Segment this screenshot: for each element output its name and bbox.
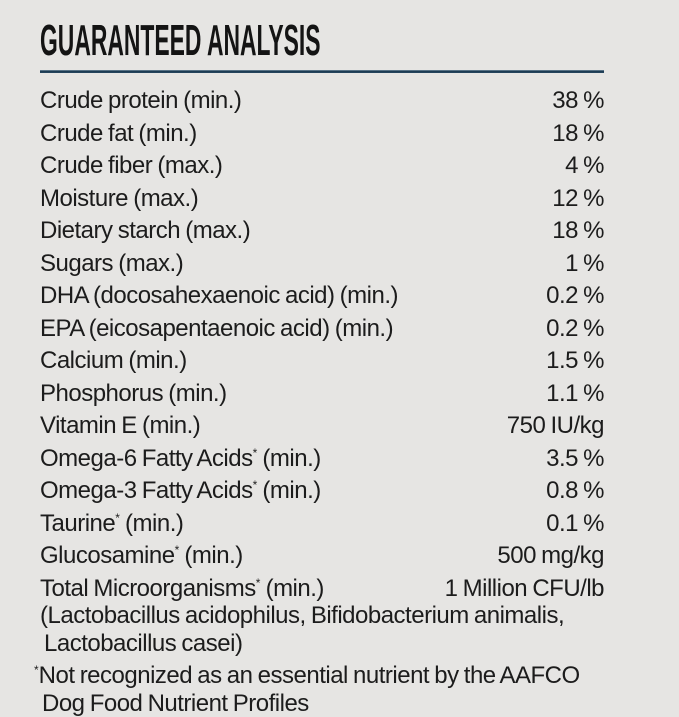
analysis-row: Taurine* (min.) 0.1 % <box>40 505 604 538</box>
analysis-row: Phosphorus (min.) 1.1 % <box>40 375 604 408</box>
nutrient-value: 3.5 % <box>534 445 604 473</box>
nutrient-name: Moisture <box>40 185 128 212</box>
analysis-row: Moisture (max.) 12 % <box>40 180 604 213</box>
nutrient-qualifier: (max.) <box>180 217 250 244</box>
nutrient-qualifier: (min.) <box>163 380 227 407</box>
nutrient-qualifier: (min.) <box>330 315 394 342</box>
nutrient-name: Vitamin E <box>40 412 137 439</box>
nutrient-label: Total Microorganisms* (min.) <box>40 570 324 603</box>
aafco-footnote: *Not recognized as an essential nutrient… <box>40 657 604 717</box>
nutrient-label: Crude fiber (max.) <box>40 147 222 180</box>
nutrient-label: Glucosamine* (min.) <box>40 537 243 570</box>
nutrient-name: Omega-3 Fatty Acids <box>40 477 253 504</box>
nutrient-qualifier: (max.) <box>152 152 222 179</box>
nutrient-qualifier: (min.) <box>260 575 324 602</box>
nutrient-name: Crude fat <box>40 120 133 147</box>
microorganisms-note-line-1: (Lactobacillus acidophilus, Bifidobacter… <box>40 602 604 630</box>
nutrient-qualifier: (min.) <box>123 347 187 374</box>
nutrient-value: 0.8 % <box>534 477 604 505</box>
analysis-row: Omega-3 Fatty Acids* (min.) 0.8 % <box>40 472 604 505</box>
nutrient-value: 1.5 % <box>534 347 604 375</box>
nutrient-value: 750 IU/kg <box>495 412 604 440</box>
nutrient-value: 1.1 % <box>534 380 604 408</box>
nutrient-label: Crude protein (min.) <box>40 82 241 115</box>
nutrient-name: EPA (eicosapentaenoic acid) <box>40 315 330 342</box>
nutrient-value: 38 % <box>540 87 604 115</box>
nutrient-label: DHA (docosahexaenoic acid) (min.) <box>40 277 398 310</box>
analysis-row: DHA (docosahexaenoic acid) (min.) 0.2 % <box>40 277 604 310</box>
nutrient-qualifier: (min.) <box>257 477 321 504</box>
aafco-footnote-line-2: Dog Food Nutrient Profiles <box>42 690 604 717</box>
analysis-row: Crude protein (min.) 38 % <box>40 82 604 115</box>
nutrient-qualifier: (max.) <box>113 250 183 277</box>
nutrient-value: 1 % <box>553 250 604 278</box>
nutrient-qualifier: (min.) <box>179 542 243 569</box>
analysis-row: Omega-6 Fatty Acids* (min.) 3.5 % <box>40 440 604 473</box>
nutrient-label: Sugars (max.) <box>40 245 183 278</box>
nutrient-value: 500 mg/kg <box>485 542 604 570</box>
nutrient-name: Phosphorus <box>40 380 163 407</box>
nutrient-qualifier: (min.) <box>178 87 242 114</box>
nutrient-value: 18 % <box>540 120 604 148</box>
nutrient-label: Vitamin E (min.) <box>40 407 200 440</box>
nutrient-qualifier: (min.) <box>120 510 184 537</box>
nutrient-value: 12 % <box>540 185 604 213</box>
nutrient-name: Calcium <box>40 347 123 374</box>
nutrient-name: DHA (docosahexaenoic acid) <box>40 282 335 309</box>
analysis-row: Calcium (min.) 1.5 % <box>40 342 604 375</box>
nutrient-name: Dietary starch <box>40 217 180 244</box>
nutrient-name: Crude protein <box>40 87 178 114</box>
nutrient-value: 1 Million CFU/lb <box>433 575 604 603</box>
nutrient-value: 0.1 % <box>534 510 604 538</box>
nutrient-qualifier: (min.) <box>335 282 399 309</box>
nutrient-label: Dietary starch (max.) <box>40 212 250 245</box>
analysis-row: Crude fat (min.) 18 % <box>40 115 604 148</box>
nutrient-value: 18 % <box>540 217 604 245</box>
microorganisms-note-line-2: Lactobacillus casei) <box>44 630 604 658</box>
nutrient-value: 0.2 % <box>534 282 604 310</box>
nutrient-name: Total Microorganisms <box>40 575 256 602</box>
panel-title: GUARANTEED ANALYSIS <box>40 18 333 63</box>
nutrient-label: Omega-6 Fatty Acids* (min.) <box>40 440 321 473</box>
analysis-row: Sugars (max.) 1 % <box>40 245 604 278</box>
nutrient-qualifier: (min.) <box>133 120 197 147</box>
nutrient-name: Glucosamine <box>40 542 175 569</box>
nutrient-qualifier: (min.) <box>137 412 201 439</box>
analysis-row: Vitamin E (min.) 750 IU/kg <box>40 407 604 440</box>
nutrient-label: Moisture (max.) <box>40 180 198 213</box>
analysis-row: Dietary starch (max.) 18 % <box>40 212 604 245</box>
nutrient-label: Phosphorus (min.) <box>40 375 227 408</box>
nutrient-value: 0.2 % <box>534 315 604 343</box>
nutrient-label: Taurine* (min.) <box>40 505 183 538</box>
nutrient-label: Calcium (min.) <box>40 342 187 375</box>
nutrient-label: Omega-3 Fatty Acids* (min.) <box>40 472 321 505</box>
nutrient-qualifier: (min.) <box>257 445 321 472</box>
nutrient-name: Crude fiber <box>40 152 152 179</box>
nutrient-label: Crude fat (min.) <box>40 115 197 148</box>
nutrient-name: Taurine <box>40 510 115 537</box>
analysis-row: Glucosamine* (min.) 500 mg/kg <box>40 537 604 570</box>
nutrient-qualifier: (max.) <box>128 185 198 212</box>
aafco-footnote-line-1: Not recognized as an essential nutrient … <box>39 662 580 689</box>
nutrient-value: 4 % <box>553 152 604 180</box>
nutrient-name: Sugars <box>40 250 113 277</box>
nutrient-name: Omega-6 Fatty Acids <box>40 445 253 472</box>
analysis-row: Crude fiber (max.) 4 % <box>40 147 604 180</box>
nutrient-label: EPA (eicosapentaenoic acid) (min.) <box>40 310 393 343</box>
title-divider <box>40 70 604 73</box>
microorganisms-note: (Lactobacillus acidophilus, Bifidobacter… <box>40 602 604 657</box>
analysis-row: EPA (eicosapentaenoic acid) (min.) 0.2 % <box>40 310 604 343</box>
analysis-table: Crude protein (min.) 38 % Crude fat (min… <box>40 82 604 602</box>
analysis-row: Total Microorganisms* (min.) 1 Million C… <box>40 570 604 603</box>
